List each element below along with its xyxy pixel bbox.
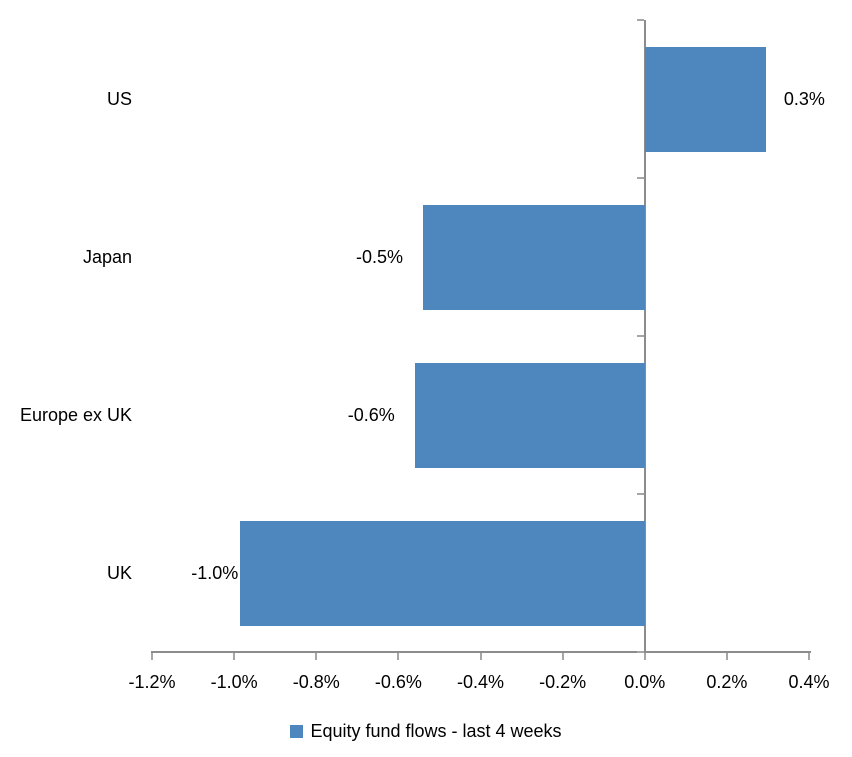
bar-japan	[423, 204, 645, 310]
x-axis-tick-label: 0.2%	[706, 672, 748, 692]
x-axis-tick-label: -0.2%	[539, 672, 587, 692]
x-axis-tick	[643, 653, 646, 660]
data-label-us: 0.3%	[783, 89, 825, 109]
y-axis-tick	[637, 493, 644, 495]
legend-series-label: Equity fund flows - last 4 weeks	[310, 721, 562, 741]
x-axis-tick	[725, 653, 728, 660]
y-axis-tick	[637, 19, 644, 21]
category-label-uk: UK	[106, 563, 132, 583]
x-axis-tick-label: 0.0%	[624, 672, 666, 692]
category-label-us: US	[106, 89, 132, 109]
category-label-japan: Japan	[82, 247, 132, 267]
legend-swatch-icon	[290, 724, 304, 738]
x-axis-tick	[479, 653, 482, 660]
bar-uk	[240, 520, 645, 626]
bar-europe-ex-uk	[414, 362, 645, 468]
x-axis-tick	[397, 653, 400, 660]
category-label-europe-ex-uk: Europe ex UK	[19, 405, 132, 425]
legend: Equity fund flows - last 4 weeks	[0, 716, 852, 746]
x-axis-tick	[233, 653, 236, 660]
bar-us	[644, 46, 766, 152]
x-axis-tick	[315, 653, 318, 660]
x-axis-line	[151, 651, 811, 653]
y-axis-tick	[637, 335, 644, 337]
x-axis-tick	[808, 653, 810, 660]
y-axis-tick	[637, 177, 644, 179]
data-label-europe-ex-uk: -0.6%	[347, 405, 395, 425]
data-label-japan: -0.5%	[355, 247, 403, 267]
x-axis-tick-label: -1.0%	[210, 672, 258, 692]
x-axis-tick-label: 0.4%	[788, 672, 830, 692]
y-axis-line	[644, 20, 646, 660]
x-axis-tick-label: -0.6%	[374, 672, 422, 692]
x-axis-tick-label: -1.2%	[128, 672, 176, 692]
x-axis-tick	[151, 653, 153, 660]
x-axis-tick-label: -0.4%	[456, 672, 505, 692]
x-axis-tick-label: -0.8%	[292, 672, 340, 692]
y-axis-tick	[637, 651, 644, 653]
x-axis-tick	[561, 653, 564, 660]
data-label-uk: -1.0%	[191, 563, 239, 583]
